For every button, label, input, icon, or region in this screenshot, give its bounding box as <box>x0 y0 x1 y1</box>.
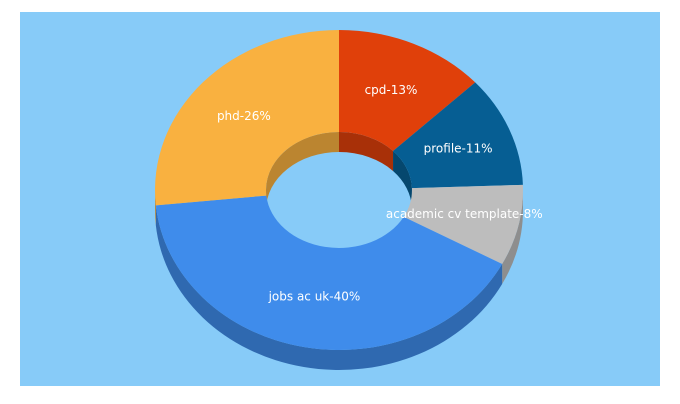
slice-label: cpd-13% <box>365 83 418 97</box>
slice-label: profile-11% <box>424 142 493 156</box>
slice-label: jobs ac uk-40% <box>268 289 361 303</box>
slice-label: academic cv template-8% <box>386 207 543 221</box>
slice-label: phd-26% <box>217 109 271 123</box>
